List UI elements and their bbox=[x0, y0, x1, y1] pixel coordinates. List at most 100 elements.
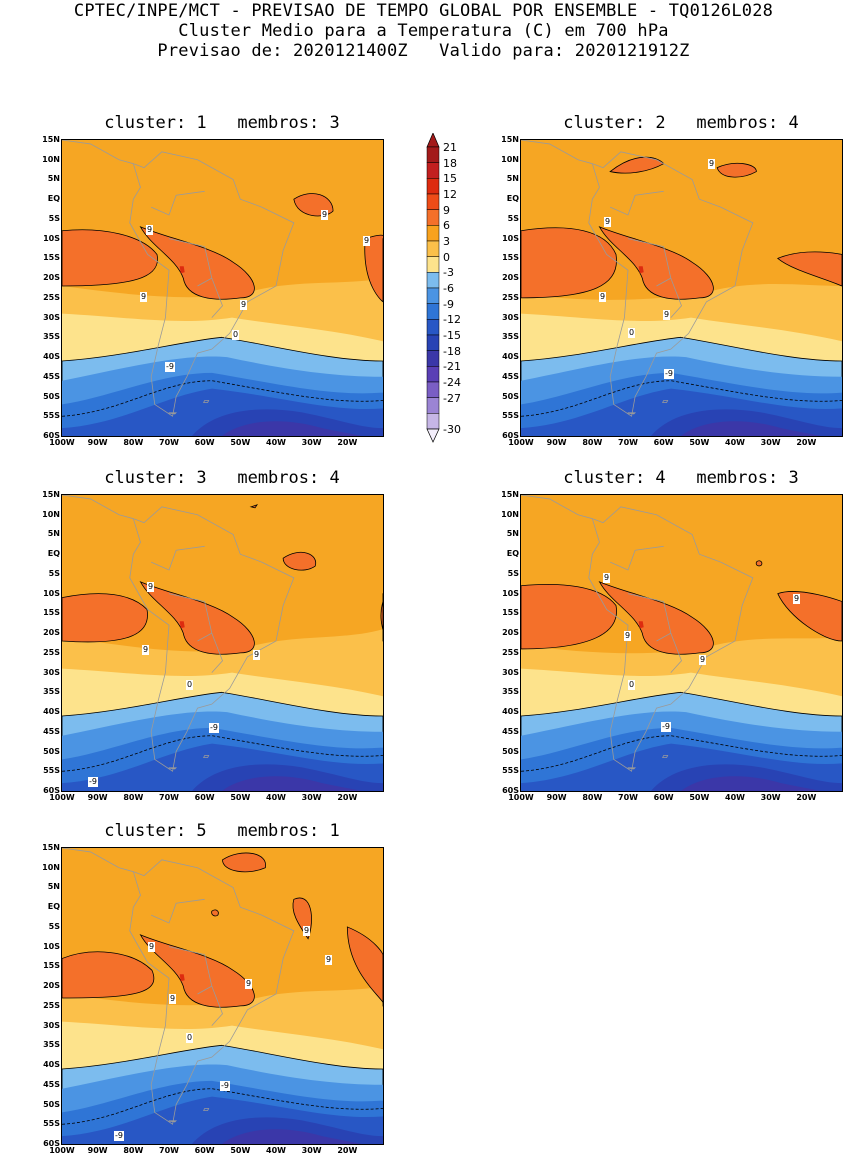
latitude-label: 15N bbox=[501, 490, 519, 499]
map-graphic bbox=[521, 495, 842, 791]
latitude-label: 35S bbox=[502, 332, 519, 342]
latitude-label: 10S bbox=[502, 233, 519, 243]
colorbar-tick-label: 9 bbox=[443, 203, 450, 217]
cluster-map: 9 9 9 9 9 0 -9 bbox=[61, 139, 384, 437]
longitude-label: 70W bbox=[618, 438, 638, 447]
coastline-south-america bbox=[588, 506, 754, 772]
longitude-label: 50W bbox=[689, 438, 710, 447]
warm-region-continent bbox=[598, 581, 714, 655]
coastline-tierra bbox=[168, 1120, 177, 1123]
latitude-label: 45S bbox=[43, 726, 60, 736]
latitude-label: 35S bbox=[43, 1040, 60, 1050]
latitude-label: 5N bbox=[47, 529, 60, 539]
band-minus18 bbox=[222, 1129, 362, 1144]
contour-label: 9 bbox=[147, 582, 155, 592]
coastline-falklands bbox=[203, 400, 210, 403]
contour-label: 9 bbox=[708, 159, 716, 169]
warm-region-small bbox=[755, 560, 763, 567]
longitude-label: 100W bbox=[508, 793, 534, 802]
longitude-label: 50W bbox=[230, 793, 251, 802]
colorbar-box bbox=[426, 303, 440, 320]
latitude-label: 45S bbox=[502, 726, 519, 736]
colorbar-tick-label: -3 bbox=[443, 266, 454, 280]
colorbar-tick-label: -12 bbox=[443, 313, 461, 327]
colorbar-arrow-bottom bbox=[426, 428, 440, 443]
cluster-map: 9 9 9 9 9 0 -9 -9 bbox=[61, 847, 384, 1145]
colorbar-tick-label: 21 bbox=[443, 141, 457, 154]
colorbar-graphic bbox=[426, 132, 440, 443]
latitude-label: 5S bbox=[48, 921, 60, 931]
latitude-label: 15S bbox=[43, 253, 60, 263]
latitude-label: 10S bbox=[43, 233, 60, 243]
contour-label: 9 bbox=[148, 942, 156, 952]
colorbar-box bbox=[426, 209, 440, 226]
coastline-falklands bbox=[203, 755, 210, 758]
latitude-label: 50S bbox=[502, 391, 519, 401]
colorbar-box bbox=[426, 256, 440, 273]
panel-title: cluster: 1 membros: 3 bbox=[104, 113, 340, 133]
latitude-label: 5S bbox=[48, 568, 60, 578]
latitude-label: 35S bbox=[43, 687, 60, 697]
longitude-label: 40W bbox=[725, 438, 745, 447]
longitude-label: 30W bbox=[301, 438, 322, 447]
contour-minus9 bbox=[62, 380, 383, 417]
hot-core bbox=[179, 974, 185, 982]
latitude-label: 55S bbox=[43, 411, 60, 421]
warm-region-pacific bbox=[62, 229, 158, 287]
colorbar-arrow-top bbox=[426, 132, 440, 148]
warm-region-continent bbox=[139, 934, 255, 1008]
latitude-label: 40S bbox=[43, 1060, 60, 1070]
contour-label: 9 bbox=[599, 292, 607, 302]
coastline-central-america bbox=[521, 140, 593, 165]
latitude-label: 60S bbox=[502, 431, 519, 440]
colorbar-box bbox=[426, 225, 440, 242]
latitude-label: 5S bbox=[48, 213, 60, 223]
contour-label: -9 bbox=[209, 723, 219, 733]
contour-label: 9 bbox=[146, 225, 154, 235]
latitude-label: 50S bbox=[43, 1099, 60, 1109]
latitude-label: EQ bbox=[506, 194, 519, 204]
contour-minus9 bbox=[521, 735, 842, 772]
longitude-label: 40W bbox=[266, 438, 286, 447]
longitude-label: 40W bbox=[725, 793, 745, 802]
map-graphic bbox=[62, 495, 383, 791]
latitude-label: 55S bbox=[502, 766, 519, 776]
contour-label: 9 bbox=[142, 645, 150, 655]
contour-label: 0 bbox=[628, 328, 636, 338]
longitude-label: 100W bbox=[508, 438, 534, 447]
latitude-label: 10N bbox=[42, 862, 60, 872]
latitude-label: 55S bbox=[43, 1119, 60, 1129]
latitude-label: 30S bbox=[43, 1020, 60, 1030]
latitude-label: 15S bbox=[43, 608, 60, 618]
warm-region-atlantic bbox=[777, 591, 842, 642]
colorbar-box bbox=[426, 334, 440, 351]
latitude-label: 40S bbox=[502, 707, 519, 717]
panel-title: cluster: 5 membros: 1 bbox=[104, 821, 340, 841]
contour-label: 9 bbox=[245, 979, 253, 989]
contour-label: 0 bbox=[628, 680, 636, 690]
latitude-label: 50S bbox=[43, 391, 60, 401]
longitude-label: 30W bbox=[760, 793, 781, 802]
colorbar-tick-label: 15 bbox=[443, 172, 457, 186]
contour-label: -9 bbox=[220, 1081, 230, 1091]
contour-minus9 bbox=[521, 380, 842, 417]
latitude-label: 25S bbox=[43, 292, 60, 302]
band-minus18 bbox=[222, 776, 362, 791]
contour-label: -9 bbox=[661, 722, 671, 732]
figure-subtitle: Cluster Medio para a Temperatura (C) em … bbox=[178, 21, 669, 41]
band-minus18 bbox=[681, 776, 821, 791]
warm-region-atlantic bbox=[380, 593, 383, 642]
warm-region-atlantic bbox=[346, 926, 383, 1007]
colorbar-tick-label: 0 bbox=[443, 250, 450, 264]
colorbar-box bbox=[426, 381, 440, 398]
colorbar bbox=[426, 132, 440, 443]
country-borders bbox=[151, 898, 223, 1026]
coastline-falklands bbox=[662, 400, 669, 403]
longitude-label: 70W bbox=[159, 793, 179, 802]
contour-label: 9 bbox=[240, 300, 248, 310]
longitude-label: 100W bbox=[49, 793, 75, 802]
warm-region-pacific bbox=[521, 584, 617, 650]
contour-label: 9 bbox=[325, 955, 333, 965]
latitude-label: 15S bbox=[43, 961, 60, 971]
latitude-label: 55S bbox=[43, 766, 60, 776]
